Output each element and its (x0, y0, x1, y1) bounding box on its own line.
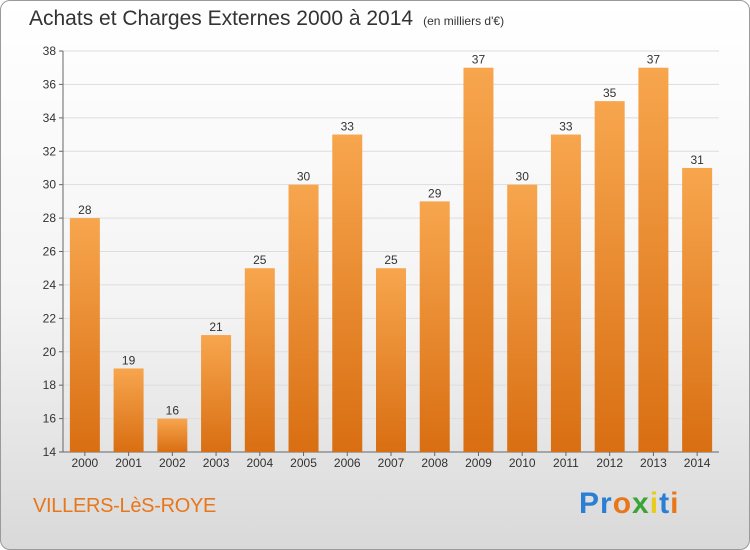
y-tick-label: 30 (43, 178, 57, 192)
x-tick-label: 2002 (159, 456, 186, 470)
x-tick-label: 2003 (203, 456, 230, 470)
y-tick-label: 14 (43, 445, 57, 459)
x-tick-label: 2007 (378, 456, 405, 470)
logo-letter: r (600, 487, 613, 520)
data-label: 25 (384, 253, 398, 267)
x-tick-label: 2001 (115, 456, 142, 470)
y-tick-label: 32 (43, 144, 57, 158)
chart-title-text: Achats et Charges Externes 2000 à 2014 (29, 7, 414, 30)
logo-letter: i (670, 487, 680, 520)
y-tick-label: 38 (43, 44, 57, 58)
x-tick-label: 2014 (684, 456, 711, 470)
x-tick-label: 2009 (465, 456, 492, 470)
y-tick-label: 36 (43, 77, 57, 91)
y-tick-label: 24 (43, 278, 57, 292)
data-label: 33 (341, 120, 355, 134)
bar[interactable] (682, 167, 713, 453)
data-label: 29 (428, 186, 442, 200)
y-tick-label: 28 (43, 211, 57, 225)
x-tick-label: 2008 (421, 456, 448, 470)
bar[interactable] (113, 368, 144, 452)
axes: 14 16 18 20 22 24 26 28 30 32 34 36 38 2000 2001 2002 20… (43, 44, 719, 470)
data-label: 19 (122, 353, 136, 367)
bar[interactable] (244, 268, 275, 452)
data-label: 21 (209, 320, 223, 334)
y-tick-label: 22 (43, 311, 57, 325)
logo-letter: P (579, 487, 601, 520)
bar[interactable] (332, 134, 363, 452)
x-tick-label: 2010 (509, 456, 536, 470)
y-tick-label: 34 (43, 111, 57, 125)
data-label: 37 (472, 53, 486, 67)
bar[interactable] (550, 134, 581, 452)
town-name: VILLERS-LèS-ROYE (33, 495, 217, 517)
x-tick-label: 2011 (553, 456, 579, 470)
y-tick-label: 16 (43, 412, 57, 426)
bar[interactable] (594, 101, 625, 452)
y-tick-label: 20 (43, 345, 57, 359)
data-label: 30 (297, 170, 311, 184)
y-tick-label: 18 (43, 378, 57, 392)
bars (69, 67, 713, 453)
logo-letter: i (649, 487, 660, 520)
bar[interactable] (463, 67, 494, 452)
data-label: 37 (647, 53, 661, 67)
bar[interactable] (376, 268, 406, 452)
bar[interactable] (638, 67, 669, 452)
bar[interactable] (507, 184, 538, 452)
x-tick-label: 2013 (640, 456, 667, 470)
data-label: 35 (603, 86, 617, 100)
bar[interactable] (288, 184, 319, 452)
proxiti-logo[interactable]: Proxiti (579, 487, 679, 521)
x-tick-label: 2000 (72, 456, 99, 470)
y-tick-label: 26 (43, 245, 57, 259)
x-tick-label: 2005 (290, 456, 317, 470)
x-tick-label: 2006 (334, 456, 361, 470)
logo-letter: t (659, 487, 671, 520)
chart-title: Achats et Charges Externes 2000 à 2014 (e… (29, 7, 504, 31)
x-tick-label: 2004 (246, 456, 273, 470)
bar[interactable] (419, 201, 450, 452)
data-label: 30 (516, 170, 530, 184)
x-tick-label: 2012 (596, 456, 623, 470)
data-label: 31 (690, 153, 704, 167)
data-label: 16 (166, 404, 180, 418)
unit-note: (en milliers d'€) (423, 14, 505, 28)
data-label: 25 (253, 253, 267, 267)
data-labels: 28 19 16 21 25 30 33 25 29 37 30 33 35 37 31 (78, 53, 704, 418)
bar[interactable] (201, 335, 232, 452)
bar[interactable] (157, 418, 188, 452)
data-label: 33 (559, 120, 573, 134)
logo-letter: o (612, 487, 633, 520)
data-label: 28 (78, 203, 92, 217)
logo-letter: x (632, 487, 650, 520)
bar[interactable] (69, 218, 100, 452)
